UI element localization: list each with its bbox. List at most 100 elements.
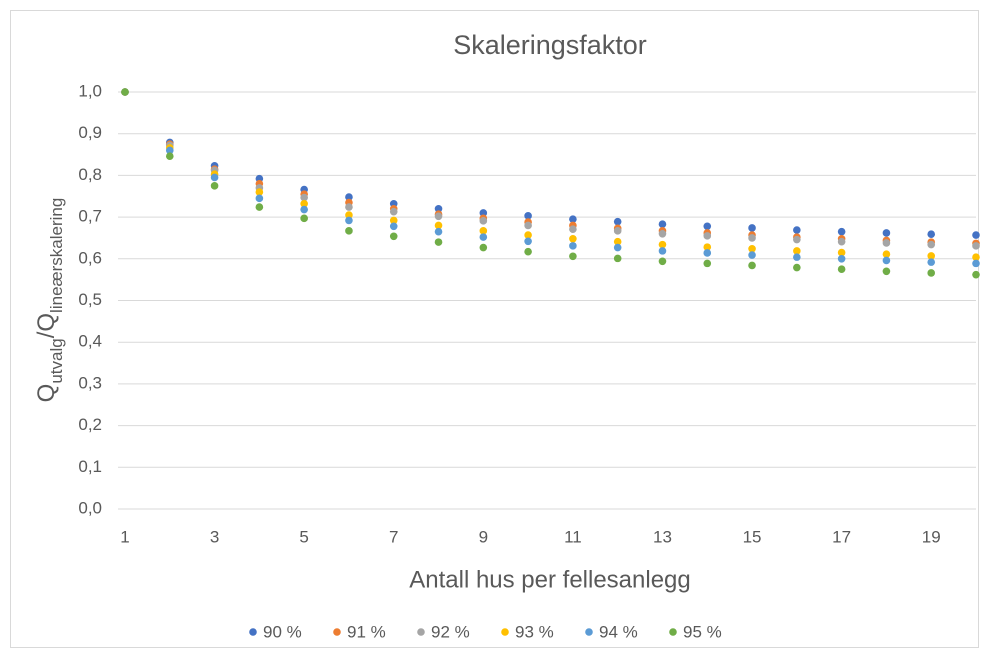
data-point [748,234,756,242]
data-point [927,240,936,249]
y-tick-label: 0,6 [78,248,102,267]
data-point [524,212,532,220]
data-point [793,247,801,255]
data-point [927,269,936,277]
data-point [613,254,622,263]
data-point [210,173,219,182]
data-point [658,229,667,238]
data-point [658,240,667,249]
data-point [882,239,891,247]
data-point [927,230,936,238]
data-point [479,217,488,225]
data-point [524,237,532,246]
legend-marker [333,628,341,636]
data-point [837,254,846,263]
data-point [345,216,353,225]
data-point [613,237,622,246]
data-point [837,248,846,257]
y-tick-label: 0,9 [78,123,102,142]
x-axis-title: Antall hus per fellesanlegg [409,566,691,593]
data-point [345,193,353,201]
data-point [793,226,801,234]
data-point [255,194,264,203]
data-point [882,256,891,265]
data-point [210,182,219,190]
x-tick-label: 1 [120,527,129,546]
data-point [300,205,308,214]
data-point [569,252,577,261]
data-point [927,252,936,260]
y-tick-label: 0,4 [78,332,102,351]
data-point [613,243,622,252]
data-point [569,234,577,243]
data-point [613,217,622,226]
y-axis-title-part: Q [33,384,60,403]
data-point [748,244,756,253]
data-point [300,193,308,202]
data-point [434,212,443,221]
data-point [389,222,398,231]
data-point [882,229,891,237]
data-point [972,242,980,250]
data-point [837,237,846,246]
data-point [524,221,532,230]
data-point [882,250,891,259]
data-point [569,225,577,233]
data-point [837,227,846,236]
data-point [972,270,980,279]
y-tick-label: 0,0 [78,498,102,517]
data-point [658,247,667,255]
data-point [389,232,398,241]
legend-marker [585,628,593,636]
legend-label: 93 % [515,622,554,641]
data-point [165,146,174,155]
data-point [300,199,308,208]
data-point [434,238,443,246]
data-point [703,259,712,268]
y-axis-title-sub: lineærskalering [47,198,66,313]
legend-label: 90 % [263,622,302,641]
y-tick-label: 0,8 [78,165,102,184]
data-point [479,227,488,235]
x-tick-label: 3 [210,527,219,546]
legend-label: 92 % [431,622,470,641]
data-point [255,188,264,196]
data-point [255,203,264,211]
legend-marker [501,628,509,636]
data-point [524,247,532,256]
x-tick-label: 7 [389,527,398,546]
y-tick-label: 0,2 [78,415,102,434]
data-point [300,214,308,223]
data-point [345,203,353,211]
data-point [748,224,756,232]
data-point [434,221,443,230]
data-point [345,227,353,235]
data-point [569,215,577,223]
data-point [613,227,622,235]
data-point [479,243,488,252]
data-point [389,216,398,225]
data-point [703,222,712,231]
data-point [793,253,801,261]
y-tick-label: 0,3 [78,373,102,392]
data-point [389,207,398,216]
data-point [524,231,532,239]
data-point [972,253,980,261]
legend-label: 91 % [347,622,386,641]
chart-title: Skaleringsfaktor [453,30,647,60]
y-axis-title-part: /Q [33,313,60,338]
data-point [703,243,712,251]
data-point [479,209,488,217]
y-tick-label: 1,0 [78,81,102,100]
x-tick-label: 19 [922,527,941,546]
data-point [121,88,129,96]
y-tick-label: 0,1 [78,457,102,476]
data-point [793,263,801,272]
data-point [345,211,353,219]
legend-label: 95 % [683,622,722,641]
x-tick-label: 17 [832,527,851,546]
legend-marker [249,628,257,636]
x-tick-label: 9 [479,527,488,546]
